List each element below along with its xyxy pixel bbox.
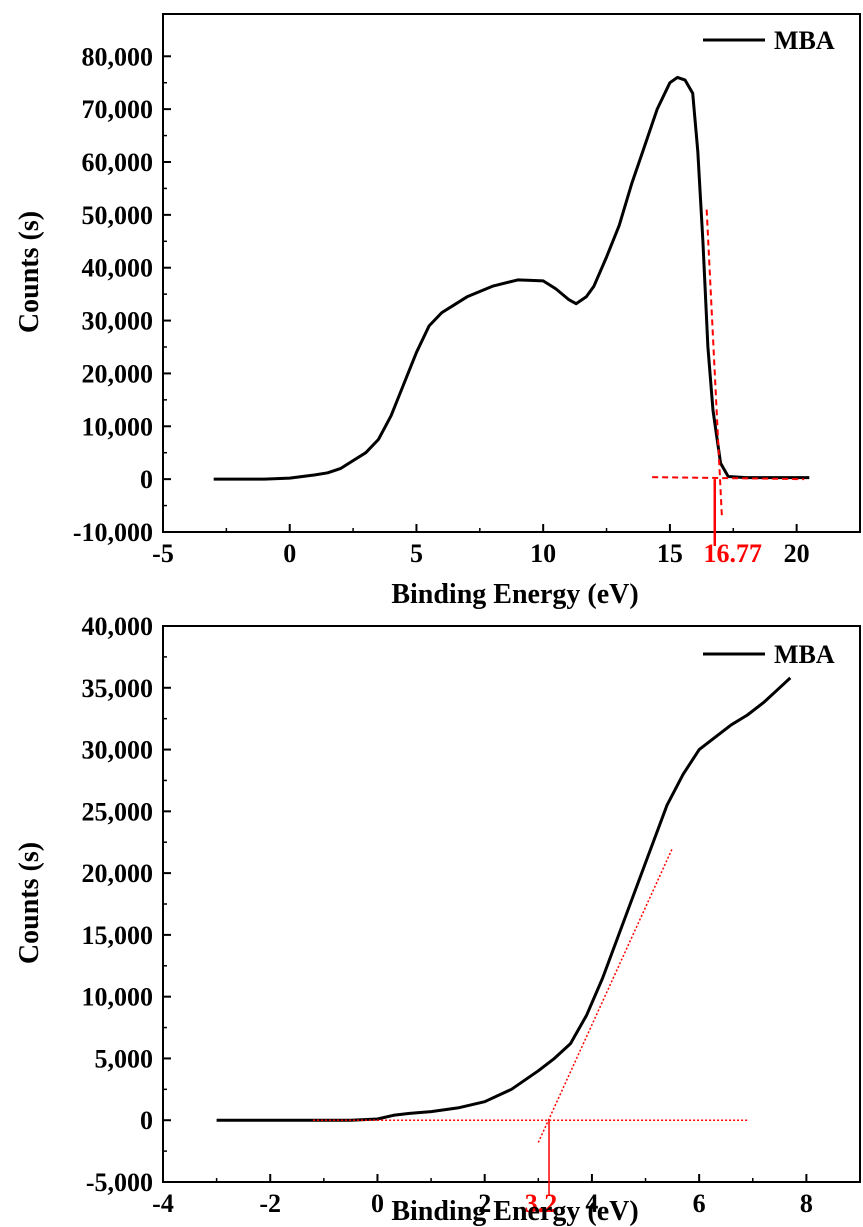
- chart-panel-bottom: -4 -2 0 2 4 6 8 -5,000 0 5,000 10,000 15,000 20,000 2…: [14, 612, 861, 1227]
- y-tick-label: 30,000: [82, 307, 154, 336]
- x-axis-title: Binding Energy (eV): [391, 1196, 638, 1227]
- x-tick-label: 0: [283, 539, 296, 568]
- series-layer: [216, 676, 792, 1122]
- y-tick-label: 10,000: [82, 412, 154, 441]
- y-tick-label: 0: [140, 465, 153, 494]
- x-tick-label: -2: [259, 1189, 281, 1218]
- y-tick-label: 0: [140, 1106, 153, 1135]
- legend-label: MBA: [774, 26, 835, 55]
- edge-fit-line: [537, 848, 674, 1143]
- cutoff-label: 16.77: [704, 539, 763, 568]
- tick-labels: -5 0 5 10 15 20 -10,000 0 10,000 20,000 30,000 40,0…: [73, 42, 810, 568]
- x-tick-label: 4: [585, 1189, 598, 1218]
- tick-labels: -4 -2 0 2 4 6 8 -5,000 0 5,000 10,000 15,000 20,000 2…: [82, 612, 813, 1218]
- y-tick-label: 25,000: [82, 797, 154, 826]
- y-tick-label: 5,000: [95, 1044, 154, 1073]
- chart-panel-top: -5 0 5 10 15 20 -10,000 0 10,000 20,000 30,000 40,0…: [14, 13, 861, 610]
- x-tick-label: 0: [371, 1189, 384, 1218]
- x-axis-title: Binding Energy (eV): [391, 579, 638, 610]
- y-tick-label: 40,000: [82, 254, 154, 283]
- x-tick-label: -4: [152, 1189, 174, 1218]
- y-tick-label: 60,000: [82, 148, 154, 177]
- y-tick-label: 40,000: [82, 612, 154, 641]
- x-tick-label: 8: [800, 1189, 813, 1218]
- y-axis-title: Counts (s): [14, 842, 45, 964]
- edge-fit-line: [705, 209, 723, 517]
- x-tick-label: 10: [530, 539, 556, 568]
- tick-marks: [162, 625, 808, 1183]
- x-tick-label: 5: [410, 539, 423, 568]
- baseline-fit-line: [652, 476, 805, 481]
- y-tick-label: 30,000: [82, 736, 154, 765]
- y-tick-label: 20,000: [82, 359, 154, 388]
- legend: MBA: [703, 26, 835, 55]
- y-tick-label: -10,000: [73, 518, 153, 547]
- legend: MBA: [703, 640, 835, 669]
- x-tick-label: 15: [657, 539, 683, 568]
- y-tick-label: 50,000: [82, 201, 154, 230]
- x-tick-label: -5: [152, 539, 174, 568]
- plot-frame: [162, 13, 861, 533]
- cutoff-label: 3.2: [525, 1189, 558, 1218]
- series-layer: [213, 75, 810, 481]
- y-axis-title: Counts (s): [14, 211, 45, 333]
- tangent-annotation: [652, 209, 805, 546]
- x-tick-label: 2: [478, 1189, 491, 1218]
- series-line-mba: [216, 676, 792, 1122]
- y-tick-label: -5,000: [86, 1168, 153, 1197]
- y-tick-label: 20,000: [82, 859, 154, 888]
- y-tick-label: 15,000: [82, 921, 154, 950]
- legend-label: MBA: [774, 640, 835, 669]
- tangent-annotation: [313, 848, 748, 1196]
- y-tick-label: 70,000: [82, 95, 154, 124]
- tick-marks: [162, 55, 798, 533]
- series-line-mba: [213, 75, 810, 481]
- x-tick-label: 6: [693, 1189, 706, 1218]
- y-tick-label: 10,000: [82, 983, 154, 1012]
- y-tick-label: 80,000: [82, 42, 154, 71]
- y-tick-label: 35,000: [82, 674, 154, 703]
- x-tick-label: 20: [784, 539, 810, 568]
